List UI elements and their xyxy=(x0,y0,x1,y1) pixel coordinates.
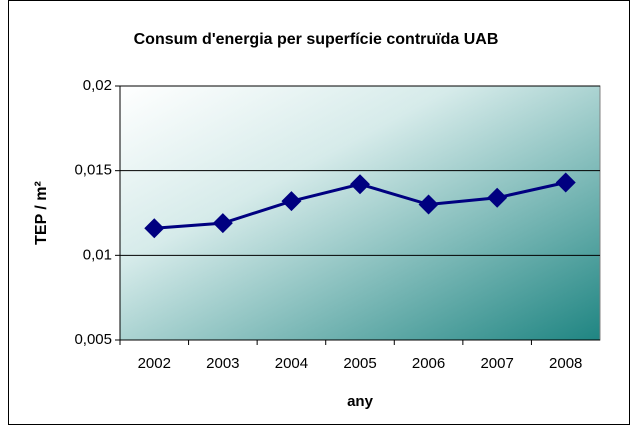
y-tick-label: 0,01 xyxy=(83,246,112,263)
data-point xyxy=(487,187,508,208)
x-tick-label: 2008 xyxy=(549,355,582,372)
data-point xyxy=(281,191,302,212)
chart-title: Consum d'energia per superfície contruïd… xyxy=(134,31,499,48)
x-tick-label: 2004 xyxy=(275,355,308,372)
y-tick-label: 0,015 xyxy=(74,162,112,179)
x-tick-label: 2002 xyxy=(138,355,171,372)
y-tick-label: 0,02 xyxy=(83,77,112,94)
y-tick-label: 0,005 xyxy=(74,331,112,348)
data-point xyxy=(350,174,370,195)
data-point xyxy=(418,194,439,215)
x-tick-label: 2003 xyxy=(206,355,239,372)
data-point xyxy=(144,218,165,239)
data-point xyxy=(555,172,576,193)
y-axis-label: TEP / m² xyxy=(33,181,50,245)
x-tick-label: 2007 xyxy=(480,355,513,372)
x-axis-label: any xyxy=(347,393,374,410)
x-tick-label: 2006 xyxy=(412,355,445,372)
plot-area xyxy=(119,85,601,341)
data-point xyxy=(212,213,233,234)
x-tick-label: 2005 xyxy=(343,355,376,372)
